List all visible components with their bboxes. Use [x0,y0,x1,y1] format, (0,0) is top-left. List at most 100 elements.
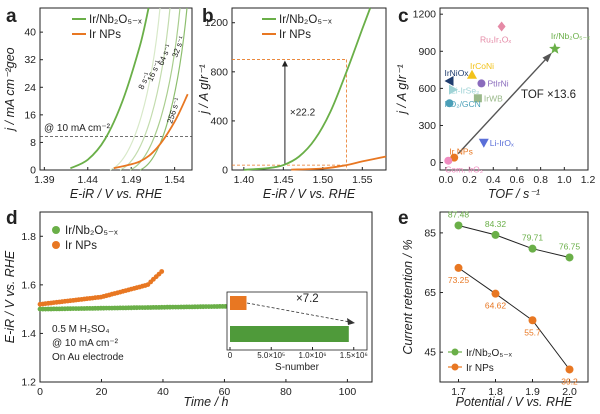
x-tick-label: 80 [280,386,292,398]
panel-a-scan-label: 32 s⁻¹ [170,35,186,59]
panel-c-point-label: IrCoNi [470,61,494,71]
panel-a: a 1.39 1.44 1.49 1.54 0 8 16 24 32 40 @ 10 mA cm⁻… [3,6,193,201]
panel-e-y-label: Current retention / % [401,239,415,354]
panel-a-legend-ir-nb2o5: Ir/Nb₂O₅₋ₓ [89,14,142,26]
panel-c-arrowhead [542,52,552,63]
panel-a-scan-curve [119,7,171,171]
panel-d-series-ir-nps [37,269,165,307]
y-tick-label: 1.2 [21,377,36,389]
panel-e-value-label: 87.48 [448,209,470,219]
panel-c-x-label: TOF / s⁻¹ [488,187,540,201]
panel-d-condition-electrolyte: 0.5 M H₂SO₄ [52,324,109,335]
y-tick-label: 800 [210,66,228,78]
panel-a-x-label: E-iR / V vs. RHE [70,187,163,201]
x-tick-label: 1.49 [121,174,142,186]
y-tick-label: 32 [24,54,36,66]
x-tick-label: 60 [219,386,231,398]
panel-d-inset-bar-ir-nps [230,296,247,310]
panel-c-point [467,69,477,79]
x-tick-label: 0 [37,386,43,398]
panel-e-value-label: 73.25 [448,275,470,285]
panel-a-legend-ir-nps: Ir NPs [89,29,121,41]
x-tick-label: 20 [96,386,108,398]
inset-tick-label: 0 [228,351,233,360]
panel-e-legend-ir-nb2o5: Ir/Nb₂O₅₋ₓ [466,348,513,359]
x-tick-label: 0.0 [439,174,454,186]
x-tick-label: 0.4 [486,174,501,186]
y-tick-label: 300 [418,120,436,132]
panel-e-value-label: 39.2 [561,376,578,386]
y-tick-label: 1.4 [21,328,36,340]
panel-d-letter: d [6,208,18,229]
panel-e-point [491,289,500,298]
panel-d-inset-x-label: S-number [275,362,320,373]
panel-c-point [477,79,486,88]
panel-e-series-line [458,267,570,370]
y-tick-label: 40 [24,27,36,39]
y-tick-label: 0 [430,157,436,169]
panel-d-inset-ticks: 0 5.0×10⁵ 1.0×10⁶ 1.5×10⁶ [228,347,368,360]
panel-d-legend-marker-orange [52,241,60,249]
panel-e-series-line [458,225,570,258]
panel-d-inset-arrowhead [347,318,355,325]
panel-d-inset-arrow [246,302,351,323]
panel-e-point [565,365,574,374]
x-tick-label: 1.40 [234,174,255,186]
panel-a-ref-label: @ 10 mA cm⁻² [44,123,111,134]
x-tick-label: 0.8 [533,174,548,186]
x-tick-label: 1.54 [164,174,185,186]
panel-e-point [454,263,463,272]
panel-e-legend-marker-orange [451,363,459,371]
inset-tick-label: 1.0×10⁶ [299,351,327,360]
panel-c-point-label: IrWB [484,93,503,103]
panel-d-legend-ir-nb2o5: Ir/Nb₂O₅₋ₓ [65,225,118,237]
y-tick-label: 600 [418,83,436,95]
y-tick-label: 400 [210,115,228,127]
panel-a-letter: a [6,6,17,27]
panel-d-ticks: 0 20 40 60 80 100 1.2 1.4 1.6 1.8 [21,231,356,398]
panel-e-legend-marker-green [451,348,459,356]
panel-c-point-label: IrNiOx [444,68,469,78]
panel-d-x-label: Time / h [183,395,228,409]
panel-a-scan-curve [109,7,161,171]
panel-c-frame [439,7,589,171]
panel-c: c 0.0 0.2 0.4 0.6 0.8 1.0 1.2 0 300 600 900 1200 Ir… [395,6,595,201]
panel-e-point [565,253,574,262]
panel-a-scan-curve [139,7,188,171]
panel-e-series: 87.48 84.32 79.71 76.75 73.25 64.62 55.7 39.2 [448,209,581,386]
panel-a-frame [39,7,193,171]
x-tick-label: 2.0 [562,386,577,398]
panel-e-value-label: 84.32 [485,219,507,229]
x-tick-label: 1.7 [451,386,466,398]
panel-c-point-label: Ir NPs [449,147,473,157]
panel-e-value-label: 64.62 [485,301,507,311]
inset-tick-label: 5.0×10⁵ [257,351,285,360]
inset-tick-label: 1.5×10⁶ [340,351,368,360]
panel-c-point [473,94,482,103]
x-tick-label: 40 [157,386,169,398]
x-tick-label: 1.8 [488,386,503,398]
panel-d-legend-marker-green [52,226,60,234]
panel-c-trend-arrow [457,54,551,155]
panel-d-legend-ir-nps: Ir NPs [65,240,97,252]
panel-b-ratio-arrowhead [281,60,288,67]
panel-c-point [444,156,453,165]
y-tick-label: 1200 [413,9,437,21]
panel-e: e 1.7 1.8 1.9 2.0 45 65 85 87.48 84.32 79.71 76.7… [398,208,589,409]
panel-c-ticks: 0.0 0.2 0.4 0.6 0.8 1.0 1.2 0 300 600 900 1200 [413,9,596,186]
panel-b-legend-ir-nps: Ir NPs [279,29,311,41]
panel-b-ratio-label: ×22.2 [290,107,316,118]
y-tick-label: 65 [424,287,436,299]
panel-c-point-label: Ru₁Ir₁Oₓ [480,35,511,45]
panel-c-point [497,21,506,32]
panel-b-ticks: 1.40 1.45 1.50 1.55 0 400 800 1200 [205,17,373,186]
panel-a-scan-curve [129,7,181,171]
panel-c-point [445,99,454,108]
panel-e-value-label: 76.75 [559,241,581,251]
panel-b-x-label: E-iR / V vs. RHE [263,187,356,201]
panel-e-frame [439,211,589,383]
panel-d-condition-electrode: On Au electrode [52,352,124,363]
x-tick-label: 1.45 [273,174,294,186]
